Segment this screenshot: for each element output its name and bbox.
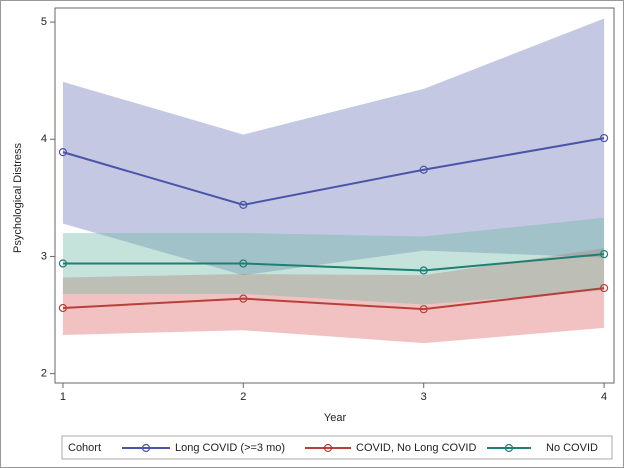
confidence-band (62, 217, 605, 305)
point-marker (419, 266, 428, 275)
x-tick-label: 3 (421, 391, 427, 403)
y-axis-title: Psychological Distress (12, 142, 24, 253)
point-marker (599, 133, 609, 143)
point-marker (599, 283, 609, 293)
legend-marker (504, 443, 514, 453)
plot-frame (54, 7, 615, 384)
confidence-band (62, 248, 605, 344)
legend-label: COVID, No Long COVID (356, 442, 476, 454)
point-marker (58, 259, 68, 268)
y-tick-label: 5 (41, 16, 47, 28)
legend-label: Long COVID (>=3 mo) (175, 442, 285, 454)
legend-title: Cohort (68, 442, 101, 454)
series-line (62, 253, 605, 272)
legend-marker (323, 443, 333, 453)
confidence-band (62, 18, 605, 276)
x-tick-label: 1 (60, 391, 66, 403)
point-marker (239, 200, 248, 209)
y-tick-label: 4 (41, 133, 47, 145)
point-marker (419, 165, 428, 174)
x-axis-title: Year (324, 412, 347, 424)
legend-marker (141, 443, 151, 453)
point-marker (239, 294, 248, 303)
y-tick-label: 2 (41, 368, 47, 380)
y-tick-label: 3 (41, 250, 47, 262)
point-marker (58, 148, 68, 157)
x-tick-label: 2 (240, 391, 246, 403)
point-marker (599, 249, 609, 259)
x-tick-label: 4 (601, 391, 607, 403)
series-line (62, 137, 605, 206)
legend-label: No COVID (546, 442, 598, 454)
series-line (62, 287, 605, 311)
point-marker (419, 305, 428, 314)
point-marker (239, 259, 248, 268)
point-marker (58, 303, 68, 313)
